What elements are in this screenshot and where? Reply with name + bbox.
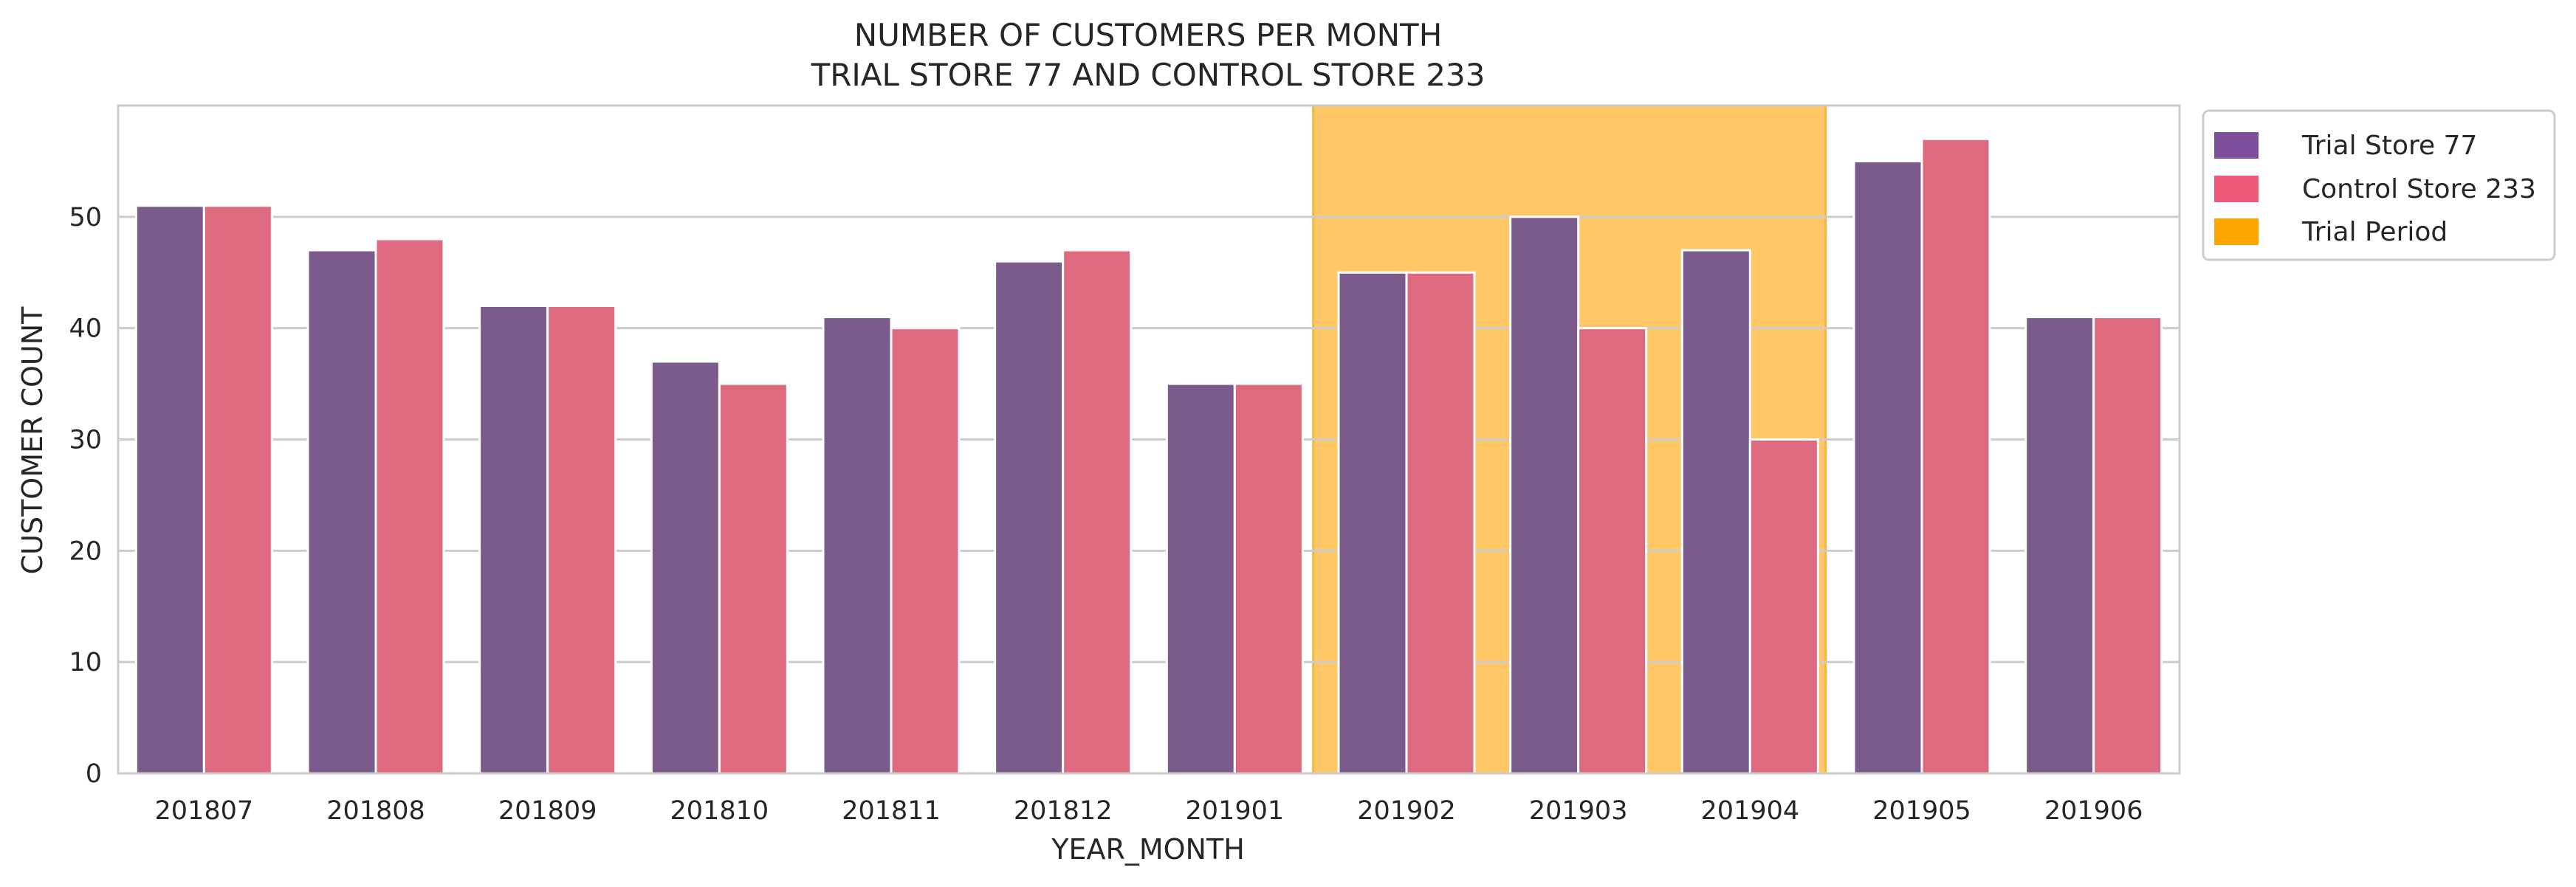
- y-tick-labels: 0 10 20 30 40 50: [69, 203, 102, 789]
- y-tick-label: 40: [69, 314, 102, 344]
- legend-swatch-trial-store: [2214, 132, 2259, 159]
- bar-trial-store: [478, 305, 549, 775]
- bar-control-store: [374, 238, 445, 775]
- x-tick-label: 201811: [842, 796, 941, 826]
- x-tick-label: 201807: [155, 796, 254, 826]
- bar-trial-store: [1852, 159, 1923, 775]
- bar-trial-store: [1337, 271, 1408, 775]
- legend-frame: [2202, 109, 2556, 261]
- legend-label-trial-store: Trial Store 77: [2301, 131, 2477, 161]
- legend: Trial Store 77 Control Store 233 Trial P…: [2202, 109, 2556, 261]
- chart-title: NUMBER OF CUSTOMERS PER MONTH: [854, 17, 1443, 53]
- bar-control-store: [890, 327, 961, 775]
- x-tick-label: 201809: [498, 796, 597, 826]
- x-tick-label: 201901: [1186, 796, 1285, 826]
- x-tick-labels: 201807 201808 201809 201810 201811 201812 2019…: [155, 796, 2143, 826]
- bar-control-store: [1748, 438, 1819, 775]
- x-tick-label: 201905: [1872, 796, 1971, 826]
- bar-control-store: [1405, 271, 1476, 775]
- bars: [134, 137, 2163, 775]
- bar-trial-store: [994, 260, 1065, 775]
- y-tick-label: 50: [69, 203, 102, 232]
- x-tick-label: 201904: [1701, 796, 1800, 826]
- bar-control-store: [1920, 137, 1991, 775]
- bar-control-store: [202, 204, 273, 775]
- bar-control-store: [1233, 382, 1304, 775]
- y-tick-label: 0: [86, 759, 102, 789]
- x-tick-label: 201902: [1357, 796, 1456, 826]
- bar-trial-store: [306, 249, 377, 775]
- bar-control-store: [1062, 249, 1133, 775]
- bar-trial-store: [134, 204, 205, 775]
- y-tick-label: 10: [69, 648, 102, 677]
- x-tick-label: 201903: [1529, 796, 1628, 826]
- x-tick-label: 201810: [670, 796, 769, 826]
- bar-control-store: [546, 305, 617, 775]
- bar-trial-store: [650, 360, 721, 775]
- bar-control-store: [1577, 327, 1648, 775]
- bar-trial-store: [1509, 215, 1580, 775]
- chart-subtitle: TRIAL STORE 77 AND CONTROL STORE 233: [811, 57, 1486, 93]
- bar-control-store: [718, 382, 789, 775]
- y-tick-label: 20: [69, 536, 102, 566]
- bar-trial-store: [2024, 316, 2095, 775]
- bar-trial-store: [1165, 382, 1236, 775]
- legend-swatch-trial-period: [2214, 218, 2259, 245]
- bar-control-store: [2092, 316, 2163, 775]
- bar-trial-store: [1680, 249, 1751, 775]
- legend-swatch-control-store: [2214, 176, 2259, 202]
- plot-frame: [117, 104, 2181, 775]
- x-tick-label: 201808: [326, 796, 425, 826]
- x-tick-label: 201906: [2044, 796, 2143, 826]
- bar-trial-store: [822, 316, 893, 775]
- x-tick-label: 201812: [1014, 796, 1113, 826]
- legend-label-trial-period: Trial Period: [2301, 217, 2448, 247]
- legend-label-control-store: Control Store 233: [2302, 174, 2536, 204]
- x-axis-label: YEAR_MONTH: [1051, 833, 1245, 866]
- y-axis-label: CUSTOMER COUNT: [16, 306, 49, 575]
- y-tick-label: 30: [69, 426, 102, 455]
